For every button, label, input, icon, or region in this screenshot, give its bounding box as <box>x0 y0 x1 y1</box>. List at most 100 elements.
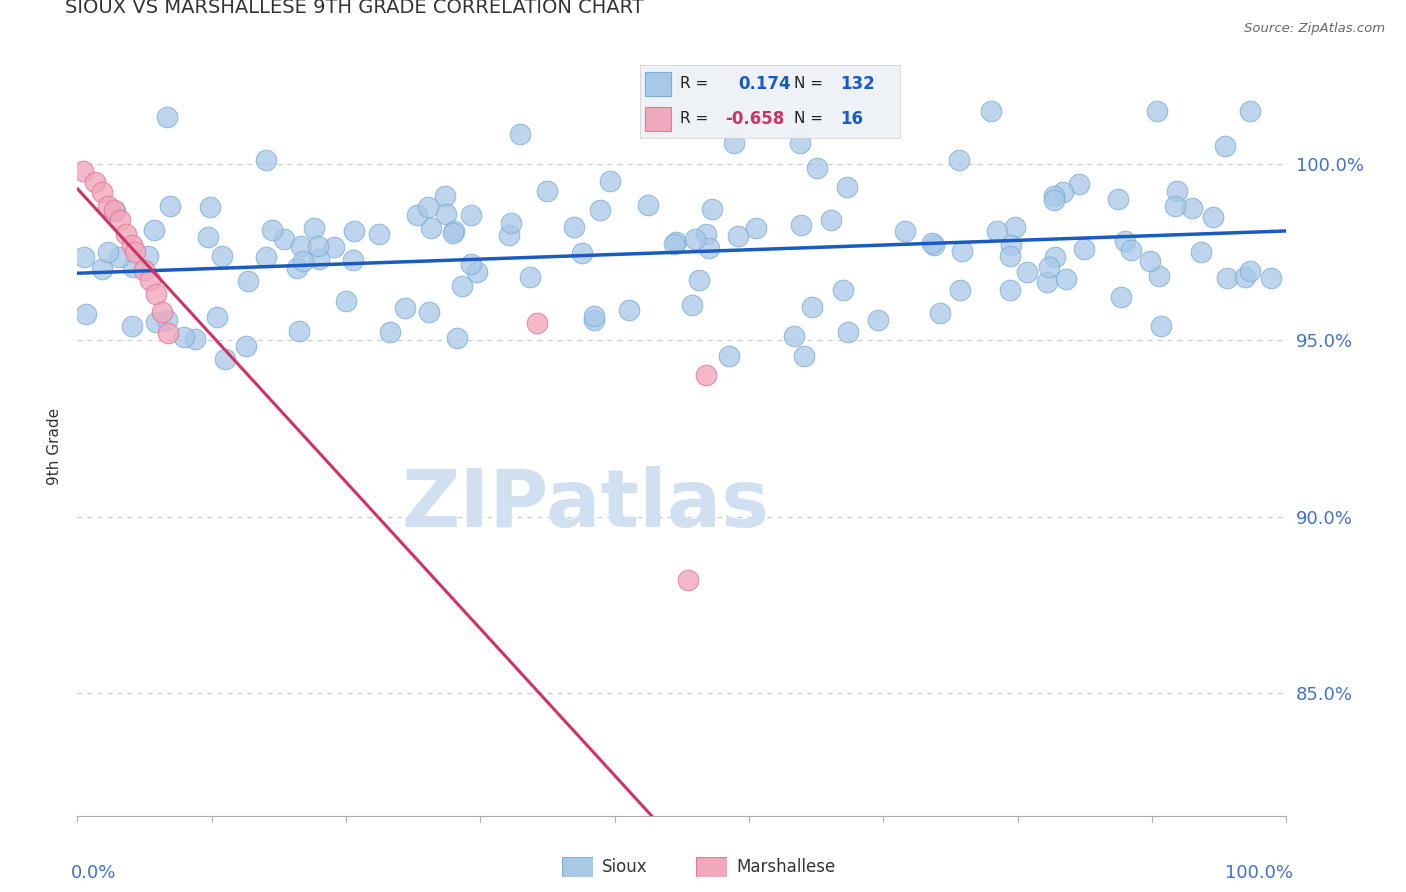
Point <box>1139 253 1161 268</box>
Point <box>262 222 284 236</box>
Point <box>952 244 974 259</box>
Point <box>1109 290 1132 304</box>
Point <box>509 127 531 141</box>
Point <box>998 284 1021 298</box>
Point <box>145 287 167 301</box>
Point <box>75 307 97 321</box>
Point <box>806 161 828 176</box>
Point <box>143 223 166 237</box>
Point <box>114 227 136 242</box>
Point <box>683 232 706 246</box>
Point <box>998 248 1021 262</box>
Point <box>800 301 823 315</box>
Point <box>832 283 855 297</box>
Point <box>108 250 131 264</box>
Text: Source: ZipAtlas.com: Source: ZipAtlas.com <box>1244 22 1385 36</box>
Point <box>450 279 472 293</box>
Point <box>1038 260 1060 274</box>
Point <box>380 325 402 339</box>
Point <box>145 315 167 329</box>
Point <box>197 230 219 244</box>
Point <box>460 208 482 222</box>
Point <box>207 310 229 324</box>
Point <box>782 328 804 343</box>
Text: N =: N = <box>794 77 824 91</box>
Point <box>434 189 457 203</box>
Point <box>96 199 118 213</box>
Point <box>837 325 859 339</box>
Point <box>835 180 858 194</box>
Point <box>583 312 606 326</box>
Point <box>599 174 621 188</box>
Point <box>699 241 721 255</box>
Point <box>1191 244 1213 259</box>
Point <box>1114 234 1136 248</box>
Point <box>434 207 457 221</box>
Point <box>214 351 236 366</box>
Point <box>665 235 688 249</box>
Point <box>235 339 257 353</box>
Point <box>156 313 179 327</box>
Point <box>97 245 120 260</box>
Point <box>868 312 890 326</box>
Point <box>928 306 950 320</box>
Point <box>159 199 181 213</box>
Point <box>676 573 699 587</box>
Point <box>681 298 703 312</box>
Point <box>139 273 162 287</box>
Point <box>406 208 429 222</box>
Y-axis label: 9th Grade: 9th Grade <box>46 408 62 484</box>
Point <box>1073 242 1095 256</box>
Point <box>617 302 640 317</box>
Point <box>695 368 717 383</box>
Point <box>1202 210 1225 224</box>
Point <box>793 349 815 363</box>
Point <box>664 236 686 251</box>
Point <box>342 252 364 267</box>
Point <box>307 238 329 252</box>
Point <box>122 260 145 275</box>
Point <box>443 224 465 238</box>
Text: 0.174: 0.174 <box>738 75 792 93</box>
Point <box>84 175 107 189</box>
Point <box>132 262 155 277</box>
Point <box>571 246 593 260</box>
Point <box>1146 104 1168 119</box>
Point <box>103 202 125 217</box>
Point <box>922 237 945 252</box>
Point <box>1015 265 1038 279</box>
Point <box>441 227 464 241</box>
Point <box>394 301 416 315</box>
Point <box>536 185 558 199</box>
Point <box>1000 238 1022 252</box>
Point <box>460 257 482 271</box>
Point <box>893 224 915 238</box>
Point <box>498 227 520 242</box>
Point <box>1213 138 1236 153</box>
Point <box>184 332 207 346</box>
Point <box>91 262 114 277</box>
Point <box>1069 177 1091 191</box>
Point <box>790 218 813 232</box>
Point <box>467 265 489 279</box>
Point <box>446 331 468 345</box>
Point <box>173 329 195 343</box>
Text: Marshallese: Marshallese <box>737 858 837 876</box>
Point <box>136 249 159 263</box>
Point <box>1166 184 1188 198</box>
Point <box>1043 189 1066 203</box>
Point <box>1119 243 1142 257</box>
Point <box>1054 272 1077 286</box>
Point <box>211 249 233 263</box>
Point <box>254 153 277 168</box>
Point <box>637 198 659 212</box>
Point <box>1239 104 1261 119</box>
Text: ZIPatlas: ZIPatlas <box>401 467 769 544</box>
Point <box>157 326 180 341</box>
Point <box>1150 319 1173 334</box>
Point <box>73 251 96 265</box>
Point <box>1043 250 1066 264</box>
Point <box>90 185 112 199</box>
Point <box>820 212 842 227</box>
Point <box>582 309 605 323</box>
